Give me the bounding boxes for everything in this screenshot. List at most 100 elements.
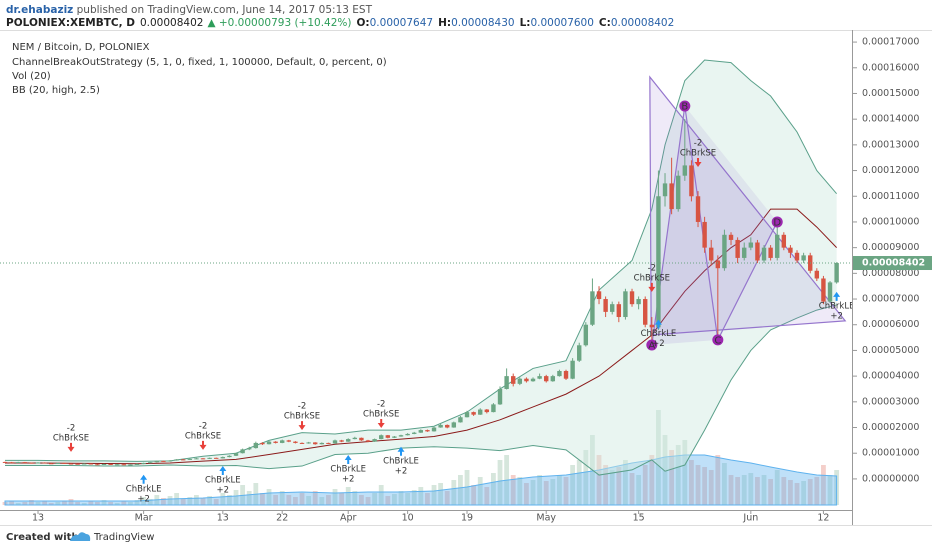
legend-entry: BB (20, high, 2.5) — [12, 85, 100, 96]
candle-body — [827, 282, 833, 302]
y-tick-label: 0.00013000 — [862, 139, 919, 150]
volume-bar — [365, 497, 371, 505]
candle-body — [55, 462, 61, 464]
signal-qty: -2 — [694, 138, 702, 148]
x-tick-label: Jun — [742, 513, 758, 524]
candle-body — [372, 439, 377, 442]
candle-body — [115, 464, 120, 466]
volume-bar — [306, 496, 312, 505]
candle-body — [649, 324, 655, 328]
volume-bar — [768, 479, 774, 505]
volume-bar — [530, 480, 536, 505]
candle-body — [392, 436, 397, 438]
short-arrow — [199, 440, 207, 450]
volume-bar — [418, 487, 424, 505]
candle-body — [570, 360, 575, 379]
last-price-label: 0.00008402 — [862, 258, 925, 269]
volume-bar — [286, 495, 292, 505]
candle-body — [2, 461, 8, 463]
volume-bar — [326, 495, 331, 505]
candle-body — [557, 370, 562, 377]
volume-bar — [623, 460, 628, 505]
volume-bar — [273, 495, 279, 505]
band-fill — [5, 60, 837, 476]
candle-body — [240, 449, 245, 454]
volume-bar — [794, 483, 800, 505]
candle-body — [590, 291, 595, 325]
candle-body — [253, 442, 259, 449]
author[interactable]: dr.ehabaziz — [6, 4, 73, 16]
band-basis — [5, 208, 837, 465]
y-tick-label: 0.00001000 — [862, 448, 919, 459]
candle-body — [504, 376, 509, 389]
y-tick-label: 0.00005000 — [862, 345, 919, 356]
legend-entry: NEM / Bitcoin, D, POLONIEX — [12, 42, 150, 53]
volume-bar — [405, 493, 411, 505]
signal-qty: +2 — [217, 486, 230, 496]
candle-body — [702, 221, 707, 248]
candle-body — [16, 462, 21, 464]
volume-bar — [55, 502, 61, 505]
candle-body — [425, 430, 430, 432]
y-tick-label: 0.00004000 — [862, 371, 919, 382]
price: 0.00008402 — [140, 17, 203, 29]
volume-bar — [451, 480, 457, 505]
footer-brand[interactable]: TradingView — [93, 532, 154, 543]
pattern-fill — [651, 106, 718, 346]
candle-body — [233, 453, 239, 456]
volume-bar — [517, 477, 523, 505]
candle-body — [379, 435, 384, 440]
pattern-point — [679, 100, 691, 112]
volume-bar — [616, 467, 622, 505]
volume-bar — [161, 498, 166, 505]
candle-body — [735, 239, 740, 258]
volume-bar — [260, 493, 265, 505]
candle-body — [715, 260, 721, 269]
candle-body — [214, 457, 219, 459]
pattern-line — [651, 105, 778, 346]
ohlc-key: O: — [357, 17, 370, 29]
candle-body — [431, 427, 437, 432]
y-tick-label: 0.00002000 — [862, 422, 919, 433]
candle-body — [148, 462, 153, 464]
candle-body — [42, 462, 47, 464]
candle-body — [623, 291, 628, 318]
y-tick-label: 0.00014000 — [862, 114, 919, 125]
candle-body — [821, 278, 826, 302]
signal-label: ChBrkLE — [330, 465, 366, 475]
volume-bar — [636, 475, 642, 505]
volume-bar — [345, 487, 351, 505]
volume-bar — [642, 465, 648, 505]
ohlc-key: L: — [520, 17, 531, 29]
candle-body — [260, 442, 265, 445]
x-tick-label: 15 — [633, 513, 645, 524]
candle-body — [121, 464, 127, 466]
candle-body — [814, 270, 820, 279]
candle-body — [544, 376, 549, 382]
volume-bar — [147, 499, 153, 505]
candle-body — [412, 432, 417, 434]
legend-entry: Vol (20) — [12, 71, 51, 82]
candle-body — [471, 412, 476, 415]
signal-qty: +2 — [137, 494, 150, 504]
signal-label: ChBrkLE — [641, 329, 677, 339]
volume-ma — [4, 454, 838, 506]
volume-bar — [603, 465, 609, 505]
candle-body — [346, 439, 351, 442]
candle-body — [484, 409, 490, 413]
volume-bar — [220, 493, 226, 505]
brand-logo — [70, 532, 91, 541]
volume-bar — [319, 497, 325, 505]
candle-body — [603, 299, 608, 312]
volume-bar — [755, 477, 760, 505]
candle-body — [577, 345, 582, 361]
candle-body — [656, 196, 661, 328]
candle-body — [755, 242, 760, 261]
symbol-line: POLONIEX:XEMBTC, D 0.00008402 ▲ +0.0000079… — [6, 17, 674, 29]
candle-body — [775, 234, 780, 258]
volume-bar — [279, 491, 285, 505]
volume-bar — [550, 479, 556, 505]
candle-body — [682, 165, 688, 176]
signal-label: ChBrkLE — [126, 484, 162, 494]
band-lower — [5, 304, 837, 476]
